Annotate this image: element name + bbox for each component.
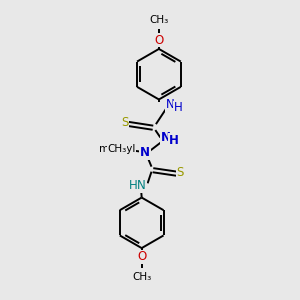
Text: N: N <box>161 131 171 144</box>
Text: CH₃: CH₃ <box>132 272 151 282</box>
Text: N: N <box>137 179 146 192</box>
Text: O: O <box>154 34 164 46</box>
Text: H: H <box>169 134 179 147</box>
Text: H: H <box>174 101 183 114</box>
Text: N: N <box>140 146 150 160</box>
Text: CH₃: CH₃ <box>108 143 127 154</box>
Text: S: S <box>177 167 184 179</box>
Text: N: N <box>166 98 175 111</box>
Text: CH₃: CH₃ <box>149 15 169 25</box>
Text: methyl: methyl <box>99 143 136 154</box>
Text: O: O <box>137 250 146 263</box>
Text: S: S <box>121 116 128 130</box>
Text: H: H <box>129 179 138 192</box>
